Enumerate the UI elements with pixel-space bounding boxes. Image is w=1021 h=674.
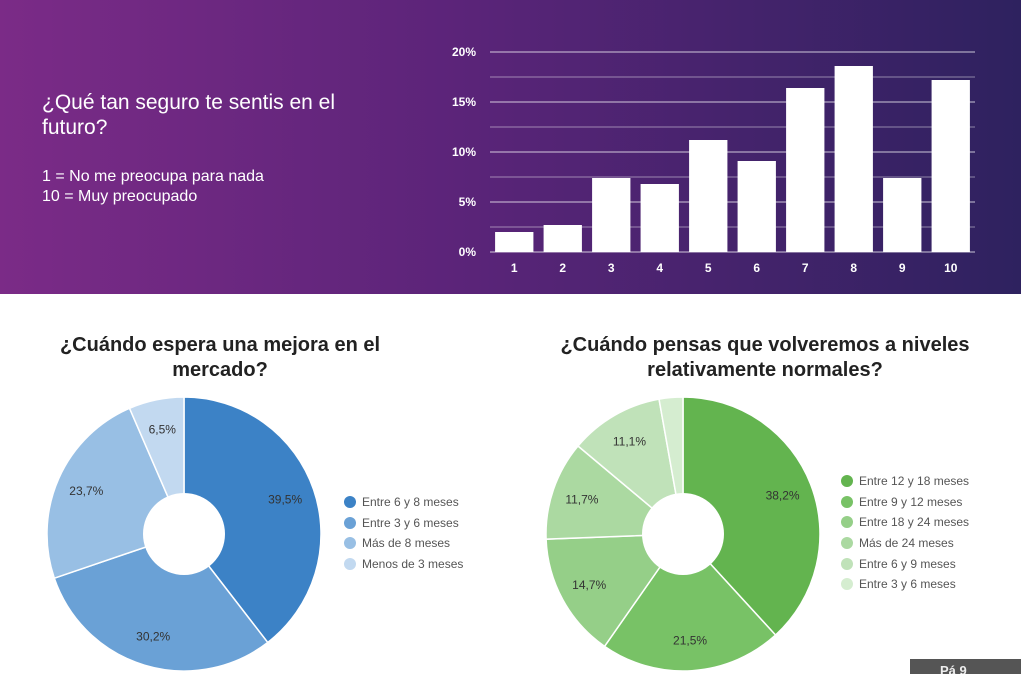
scale-high-label: 10 = Muy preocupado [42, 188, 198, 205]
return-to-normal-chart-title: ¿Cuándo pensas que volveremos a niveles … [560, 334, 970, 381]
legend-swatch [344, 496, 356, 509]
bar-8 [834, 66, 873, 252]
pie-slice-value-label: 11,1% [613, 435, 646, 449]
legend-label: Entre 6 y 9 meses [859, 556, 956, 571]
legend-label: Más de 24 meses [859, 536, 954, 551]
bar-y-tick-label: 10% [452, 145, 476, 159]
bar-x-tick-label: 3 [608, 261, 615, 275]
pie-slice-value-label: 38,2% [766, 488, 800, 502]
bar-y-tick-label: 15% [452, 95, 476, 109]
market-improvement-donut-chart: 39,5% 30,2% 23,7% 6,5% [46, 396, 322, 672]
legend-swatch [841, 557, 853, 570]
legend-item: Entre 3 y 6 meses [344, 513, 463, 534]
page-number-label: Pá 9 [940, 663, 967, 674]
bar-y-tick-label: 20% [452, 45, 476, 59]
bar-5 [689, 140, 728, 252]
legend-label: Entre 3 y 6 meses [859, 577, 956, 592]
return-to-normal-legend: Entre 12 y 18 meses Entre 9 y 12 meses Ent… [841, 471, 969, 595]
scale-low-label: 1 = No me preocupa para nada [42, 168, 264, 185]
legend-swatch [841, 537, 853, 550]
legend-label: Menos de 3 meses [362, 557, 464, 572]
security-bar-chart: 0% 5% 10% 15% 20% 1 2 3 4 5 6 7 8 9 10 [452, 45, 975, 275]
header-banner: ¿Qué tan seguro te sentis en el futuro? … [0, 0, 1021, 294]
legend-swatch [344, 558, 356, 571]
legend-swatch [841, 495, 853, 508]
bar-x-tick-label: 6 [753, 261, 760, 275]
pie-slice-value-label: 30,2% [136, 629, 170, 643]
donut-hole [143, 493, 225, 575]
pie-slice [545, 533, 685, 648]
legend-item: Entre 12 y 18 meses [841, 471, 969, 492]
bar-4 [640, 184, 679, 252]
pie-slice [682, 396, 821, 637]
bar-9 [883, 178, 922, 252]
pie-slice-value-label: 23,7% [69, 484, 103, 498]
legend-label: Entre 9 y 12 meses [859, 494, 963, 509]
bar-x-tick-label: 9 [899, 261, 906, 275]
bar-7 [786, 88, 825, 252]
legend-swatch [344, 516, 356, 529]
legend-swatch [344, 537, 356, 550]
page-number-tab: Pá 9 [910, 659, 1021, 674]
survey-scale-legend: 1 = No me preocupa para nada 10 = Muy pr… [42, 167, 264, 207]
legend-label: Entre 6 y 8 meses [362, 495, 459, 510]
bar-y-tick-label: 0% [459, 245, 477, 259]
legend-swatch [841, 516, 853, 529]
bar-10 [931, 80, 970, 252]
legend-item: Entre 6 y 9 meses [841, 553, 969, 574]
pie-slice-value-label: 11,7% [565, 492, 598, 506]
legend-label: Entre 3 y 6 meses [362, 515, 459, 530]
pie-slice [183, 396, 322, 644]
legend-item: Entre 18 y 24 meses [841, 512, 969, 533]
bar-x-tick-label: 8 [850, 261, 857, 275]
bar-x-tick-label: 10 [944, 261, 958, 275]
legend-label: Entre 18 y 24 meses [859, 515, 970, 530]
pie-slice [576, 398, 685, 536]
market-improvement-chart-title: ¿Cuándo espera una mejora en el mercado? [59, 334, 381, 381]
legend-item: Entre 9 y 12 meses [841, 492, 969, 513]
bar-2 [543, 225, 582, 252]
legend-swatch [841, 578, 853, 591]
legend-item: Más de 24 meses [841, 533, 969, 554]
legend-item: Entre 3 y 6 meses [841, 574, 969, 595]
legend-item: Más de 8 meses [344, 533, 463, 554]
bar-x-tick-label: 1 [511, 261, 518, 275]
pie-slice-value-label: 14,7% [572, 578, 606, 592]
pie-slice [53, 533, 269, 672]
bar-x-tick-label: 5 [705, 261, 712, 275]
legend-label: Más de 8 meses [362, 536, 451, 551]
bar-3 [592, 178, 631, 252]
market-improvement-legend: Entre 6 y 8 meses Entre 3 y 6 meses Más de… [344, 492, 463, 574]
bar-x-tick-label: 2 [559, 261, 566, 275]
pie-slice [603, 532, 777, 672]
bar-y-tick-label: 5% [459, 195, 477, 209]
legend-label: Entre 12 y 18 meses [859, 474, 970, 489]
pie-slice-value-label: 21,5% [673, 634, 707, 648]
legend-item: Menos de 3 meses [344, 554, 463, 575]
legend-item: Entre 6 y 8 meses [344, 492, 463, 513]
bar-6 [737, 161, 776, 252]
bar-1 [495, 232, 534, 252]
donut-hole [642, 493, 724, 575]
legend-swatch [841, 475, 853, 488]
return-to-normal-donut-chart: 38,2% 21,5% 14,7% 11,7% 11,1% [545, 396, 821, 672]
pie-slice-value-label: 6,5% [149, 422, 177, 436]
bar-x-tick-label: 4 [656, 261, 663, 275]
bar-x-tick-label: 7 [802, 261, 809, 275]
pie-slice-value-label: 39,5% [268, 493, 302, 507]
survey-question-title: ¿Qué tan seguro te sentis en el futuro? [42, 91, 336, 139]
